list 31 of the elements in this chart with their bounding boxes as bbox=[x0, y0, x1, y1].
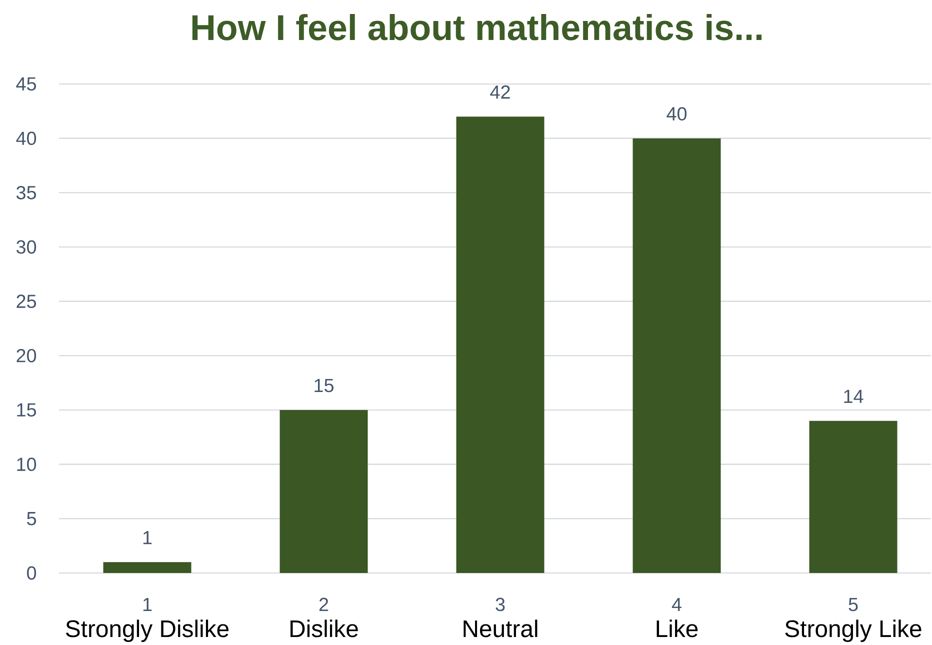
bar bbox=[103, 562, 192, 573]
text: Neutral bbox=[464, 620, 538, 638]
y-tick-label: 0 bbox=[27, 566, 36, 580]
bar bbox=[456, 116, 544, 573]
data-label: 15 bbox=[314, 378, 334, 392]
text: Like bbox=[656, 620, 698, 638]
y-tick-label: 25 bbox=[16, 294, 36, 308]
y-tick-label: 45 bbox=[16, 77, 36, 91]
y-tick-label: 15 bbox=[17, 403, 36, 417]
y-tick-label: 10 bbox=[17, 458, 36, 472]
data-label: 14 bbox=[844, 390, 864, 403]
y-tick-label: 5 bbox=[27, 512, 36, 526]
data-label: 40 bbox=[666, 107, 687, 121]
x-tick-label: 1 bbox=[143, 598, 152, 611]
chart-title: How I feel about mathematics is... bbox=[192, 14, 762, 40]
x-tick-label: 4 bbox=[672, 598, 682, 611]
data-label: 42 bbox=[490, 85, 510, 99]
bar bbox=[632, 138, 721, 573]
y-tick-label: 30 bbox=[16, 240, 36, 254]
x-tick-label: 5 bbox=[848, 598, 858, 612]
text: Dislike bbox=[290, 620, 358, 638]
y-tick-label: 20 bbox=[16, 348, 36, 362]
y-tick-label: 35 bbox=[16, 186, 36, 200]
text: Strongly Like bbox=[785, 620, 922, 642]
y-tick-label: 40 bbox=[16, 132, 36, 146]
x-tick-label: 2 bbox=[319, 598, 328, 611]
text: Strongly Dislike bbox=[66, 620, 229, 642]
data-label: 1 bbox=[143, 531, 152, 544]
bar bbox=[809, 420, 898, 573]
bar bbox=[280, 410, 368, 573]
x-tick-label: 3 bbox=[496, 598, 505, 612]
